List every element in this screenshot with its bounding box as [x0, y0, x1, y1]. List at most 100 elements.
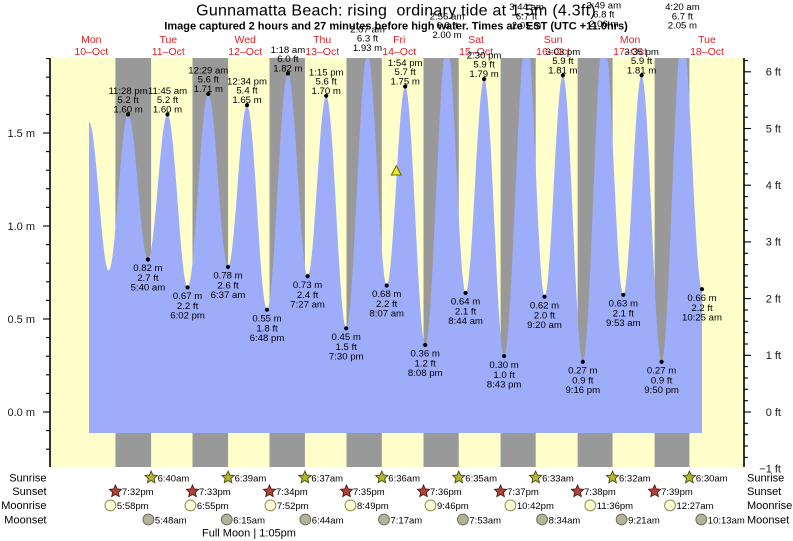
svg-text:7:39pm: 7:39pm: [661, 487, 693, 498]
svg-text:0.9 ft: 0.9 ft: [651, 375, 673, 386]
svg-text:1:54 pm: 1:54 pm: [388, 58, 423, 69]
svg-text:3:49 am: 3:49 am: [586, 0, 621, 11]
svg-text:1.82 m: 1.82 m: [273, 64, 302, 75]
svg-text:5.6 ft: 5.6 ft: [316, 76, 338, 87]
svg-text:9:50 pm: 9:50 pm: [644, 385, 679, 396]
svg-text:2.2 ft: 2.2 ft: [177, 301, 199, 312]
svg-text:11–Oct: 11–Oct: [152, 46, 185, 58]
svg-text:Sunset: Sunset: [747, 486, 781, 498]
svg-text:Image captured 2 hours and 27: Image captured 2 hours and 27 minutes be…: [164, 20, 628, 32]
svg-text:8:34am: 8:34am: [549, 515, 581, 526]
svg-text:2.06 m: 2.06 m: [589, 19, 618, 30]
svg-text:7:30 pm: 7:30 pm: [329, 352, 364, 363]
svg-text:5.2 ft: 5.2 ft: [117, 95, 139, 106]
svg-text:3:35 pm: 3:35 pm: [624, 47, 659, 58]
svg-text:Thu: Thu: [313, 34, 331, 46]
svg-text:3:44 am: 3:44 am: [509, 2, 544, 13]
svg-text:5.7 ft: 5.7 ft: [395, 67, 417, 78]
svg-text:5.9 ft: 5.9 ft: [473, 60, 495, 71]
svg-text:Gunnamatta Beach: rising ordi: Gunnamatta Beach: rising ordinary tide a…: [196, 3, 596, 20]
svg-text:1.5 m: 1.5 m: [7, 128, 35, 140]
svg-text:12:29 am: 12:29 am: [188, 65, 228, 76]
svg-text:Sun: Sun: [544, 34, 563, 46]
svg-text:1.60 m: 1.60 m: [113, 104, 142, 115]
svg-text:9:21am: 9:21am: [628, 515, 660, 526]
svg-text:Sunrise: Sunrise: [747, 472, 784, 484]
svg-text:Full Moon | 1:05pm: Full Moon | 1:05pm: [202, 528, 296, 540]
svg-text:6.7 ft: 6.7 ft: [672, 11, 694, 22]
svg-text:1.81 m: 1.81 m: [627, 65, 656, 76]
svg-text:2.05 m: 2.05 m: [512, 21, 541, 32]
svg-text:Sunrise: Sunrise: [9, 472, 46, 484]
svg-text:Sunset: Sunset: [12, 486, 46, 498]
svg-text:8:43 pm: 8:43 pm: [487, 379, 522, 390]
svg-text:0.73 m: 0.73 m: [293, 280, 322, 291]
svg-text:6:32am: 6:32am: [619, 473, 651, 484]
svg-text:11:28 pm: 11:28 pm: [108, 86, 147, 97]
svg-text:Tue: Tue: [698, 34, 716, 46]
svg-text:7:27 am: 7:27 am: [290, 299, 325, 310]
svg-text:9:53 am: 9:53 am: [606, 318, 641, 329]
svg-text:0 ft: 0 ft: [766, 407, 781, 419]
svg-text:1 ft: 1 ft: [766, 350, 781, 362]
svg-text:6:02 pm: 6:02 pm: [170, 311, 205, 322]
svg-text:18–Oct: 18–Oct: [690, 46, 724, 58]
svg-text:2.1 ft: 2.1 ft: [613, 308, 635, 319]
svg-text:7:52pm: 7:52pm: [277, 501, 309, 512]
svg-text:0.82 m: 0.82 m: [133, 263, 162, 274]
svg-text:7:36pm: 7:36pm: [430, 487, 462, 498]
svg-text:5.9 ft: 5.9 ft: [631, 56, 653, 67]
svg-text:11:45 am: 11:45 am: [148, 86, 187, 97]
svg-text:5 ft: 5 ft: [766, 123, 781, 135]
svg-text:4 ft: 4 ft: [766, 180, 781, 192]
svg-text:0.5 m: 0.5 m: [7, 314, 35, 326]
svg-text:Mon: Mon: [620, 34, 641, 46]
svg-text:0.45 m: 0.45 m: [332, 332, 361, 343]
svg-text:4:20 am: 4:20 am: [665, 2, 700, 13]
svg-text:1.2 ft: 1.2 ft: [415, 359, 437, 370]
svg-text:3 ft: 3 ft: [766, 237, 781, 249]
svg-text:0.64 m: 0.64 m: [451, 297, 480, 308]
svg-text:0.9 ft: 0.9 ft: [572, 375, 594, 386]
svg-text:6.0 ft: 6.0 ft: [277, 54, 299, 65]
svg-text:Tue: Tue: [159, 34, 177, 46]
svg-text:10:42pm: 10:42pm: [517, 501, 554, 512]
svg-text:2.6 ft: 2.6 ft: [217, 281, 239, 292]
svg-text:−1 ft: −1 ft: [759, 463, 781, 475]
svg-text:6:48 pm: 6:48 pm: [250, 333, 285, 344]
svg-text:1.0 m: 1.0 m: [7, 221, 35, 233]
svg-text:7:17am: 7:17am: [391, 515, 423, 526]
svg-text:7:33pm: 7:33pm: [199, 487, 231, 498]
svg-text:5:40 am: 5:40 am: [131, 283, 166, 294]
svg-text:1.5 ft: 1.5 ft: [336, 342, 358, 353]
svg-text:10:13am: 10:13am: [708, 515, 745, 526]
svg-text:2.2 ft: 2.2 ft: [376, 299, 398, 310]
svg-text:7:35pm: 7:35pm: [353, 487, 385, 498]
svg-text:1.60 m: 1.60 m: [153, 104, 182, 115]
svg-text:0.55 m: 0.55 m: [252, 313, 281, 324]
svg-text:0.62 m: 0.62 m: [530, 300, 559, 311]
svg-text:17–Oct: 17–Oct: [613, 46, 647, 58]
svg-text:Moonset: Moonset: [747, 514, 789, 526]
svg-text:8:08 pm: 8:08 pm: [408, 368, 443, 379]
svg-text:6:35am: 6:35am: [465, 473, 497, 484]
svg-text:14–Oct: 14–Oct: [382, 46, 416, 58]
svg-text:6 ft: 6 ft: [766, 67, 781, 79]
svg-text:2 ft: 2 ft: [766, 293, 781, 305]
svg-text:6:40am: 6:40am: [158, 473, 190, 484]
svg-text:2:07 am: 2:07 am: [350, 25, 385, 36]
svg-text:6:30am: 6:30am: [696, 473, 728, 484]
svg-text:6:15am: 6:15am: [233, 515, 265, 526]
svg-text:2.1 ft: 2.1 ft: [455, 307, 477, 318]
svg-text:0.30 m: 0.30 m: [489, 360, 518, 371]
svg-text:2.05 m: 2.05 m: [668, 21, 697, 32]
svg-text:1.79 m: 1.79 m: [469, 69, 498, 80]
svg-text:6:44am: 6:44am: [312, 515, 344, 526]
svg-text:0.68 m: 0.68 m: [372, 289, 401, 300]
svg-text:2.4 ft: 2.4 ft: [297, 290, 319, 301]
svg-text:12:34 pm: 12:34 pm: [227, 77, 267, 88]
svg-text:Fri: Fri: [393, 34, 405, 46]
svg-text:6.7 ft: 6.7 ft: [516, 11, 538, 22]
svg-text:6.6 ft: 6.6 ft: [436, 21, 458, 32]
svg-text:8:07 am: 8:07 am: [369, 309, 404, 320]
